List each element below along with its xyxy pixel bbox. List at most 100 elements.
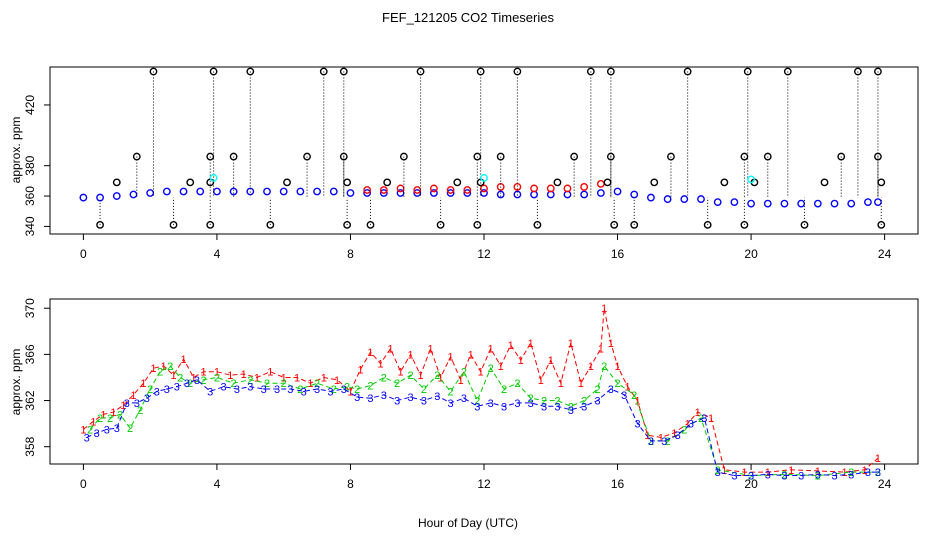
data-point-label: 2	[461, 367, 467, 379]
data-point-label: 3	[94, 428, 100, 440]
data-point-label: 1	[397, 367, 403, 379]
y-tick-label: 362	[23, 390, 37, 410]
data-point-label: 1	[367, 347, 373, 359]
data-point	[96, 220, 104, 229]
data-point-label: 1	[875, 453, 881, 465]
data-point	[430, 189, 438, 197]
data-point	[132, 152, 141, 161]
data-point	[697, 195, 705, 203]
data-point-label: 1	[418, 370, 424, 382]
data-point-label: 3	[688, 419, 694, 431]
data-point-label: 2	[214, 372, 220, 384]
x-tick-label: 12	[477, 477, 491, 491]
x-tick-label: 24	[878, 477, 892, 491]
data-point-label: 1	[254, 372, 260, 384]
data-point-label: 1	[558, 378, 564, 390]
data-point-label: 1	[387, 344, 393, 356]
data-point-label: 1	[267, 367, 273, 379]
data-point-label: 2	[648, 436, 654, 448]
data-point	[730, 198, 739, 207]
data-point	[480, 173, 488, 182]
data-point	[366, 220, 375, 229]
data-point-label: 2	[87, 424, 93, 436]
data-point-label: 1	[294, 372, 300, 384]
data-point-label: 1	[448, 352, 454, 364]
x-axis-label: Hour of Day (UTC)	[418, 516, 518, 530]
data-point-label: 3	[848, 469, 854, 481]
data-point-label: 3	[194, 375, 200, 387]
data-point	[246, 67, 255, 76]
data-point	[363, 186, 372, 194]
data-point-label: 1	[377, 359, 383, 371]
data-point-label: 1	[815, 466, 821, 478]
data-point	[797, 199, 806, 208]
data-point-label: 3	[831, 471, 837, 483]
data-point-label: 2	[748, 471, 754, 483]
data-point	[436, 220, 445, 229]
data-point-label: 3	[621, 390, 627, 402]
data-point-label: 3	[781, 471, 787, 483]
x-axis: 0 4 8 12 16 20 24	[80, 464, 892, 491]
x-tick-label: 0	[80, 247, 87, 261]
data-point-label: 3	[715, 467, 721, 479]
data-point	[112, 192, 121, 200]
data-point-label: 2	[247, 375, 253, 387]
data-point-label: 1	[862, 465, 868, 477]
data-point-label: 1	[140, 378, 146, 390]
data-point-label: 1	[478, 367, 484, 379]
data-point-label: 1	[201, 367, 207, 379]
data-point-label: 1	[347, 386, 353, 398]
data-point	[279, 187, 288, 196]
data-point-label: 2	[394, 378, 400, 390]
data-point	[266, 220, 275, 229]
series-line	[83, 308, 879, 473]
data-point	[179, 187, 188, 196]
x-tick-label: 20	[744, 247, 758, 261]
data-point	[209, 67, 218, 76]
data-point-label: 1	[357, 364, 363, 376]
data-point	[580, 190, 589, 199]
data-point-label: 3	[594, 396, 600, 408]
data-point-label: 3	[608, 384, 614, 396]
y-axis: 358 362 366 370	[23, 298, 50, 457]
data-point	[663, 195, 672, 203]
x-tick-label: 8	[347, 477, 354, 491]
data-point	[630, 190, 639, 199]
data-point	[343, 178, 352, 187]
x-tick-label: 12	[477, 247, 491, 261]
data-point	[877, 178, 886, 187]
data-point-label: 3	[84, 432, 90, 444]
data-point-label: 2	[594, 384, 600, 396]
data-point	[339, 152, 348, 161]
data-point	[854, 67, 862, 76]
data-point-label: 1	[601, 303, 607, 315]
data-point-label: 2	[117, 409, 123, 421]
data-point-label: 3	[154, 386, 160, 398]
data-point-label: 1	[608, 338, 614, 350]
data-point-label: 3	[434, 391, 440, 403]
data-point-label: 3	[247, 382, 253, 394]
data-point	[713, 198, 722, 207]
data-point-label: 3	[287, 384, 293, 396]
data-point	[303, 152, 311, 161]
data-point-label: 2	[201, 375, 207, 387]
data-point-label: 1	[588, 361, 594, 373]
x-tick-label: 16	[611, 247, 625, 261]
data-point-label: 1	[708, 413, 714, 425]
data-point	[473, 220, 482, 229]
data-point-label: 1	[788, 465, 794, 477]
x-tick-label: 16	[611, 477, 625, 491]
data-point-label: 2	[581, 396, 587, 408]
data-point-label: 3	[341, 384, 347, 396]
data-point-label: 3	[488, 398, 494, 410]
x-tick-label: 0	[80, 477, 87, 491]
data-point	[546, 184, 555, 193]
data-point-label: 1	[120, 400, 126, 412]
data-point-label: 3	[164, 384, 170, 396]
data-point	[747, 175, 755, 184]
data-point	[596, 179, 605, 188]
data-point-label: 1	[685, 419, 691, 431]
data-point	[580, 183, 589, 191]
